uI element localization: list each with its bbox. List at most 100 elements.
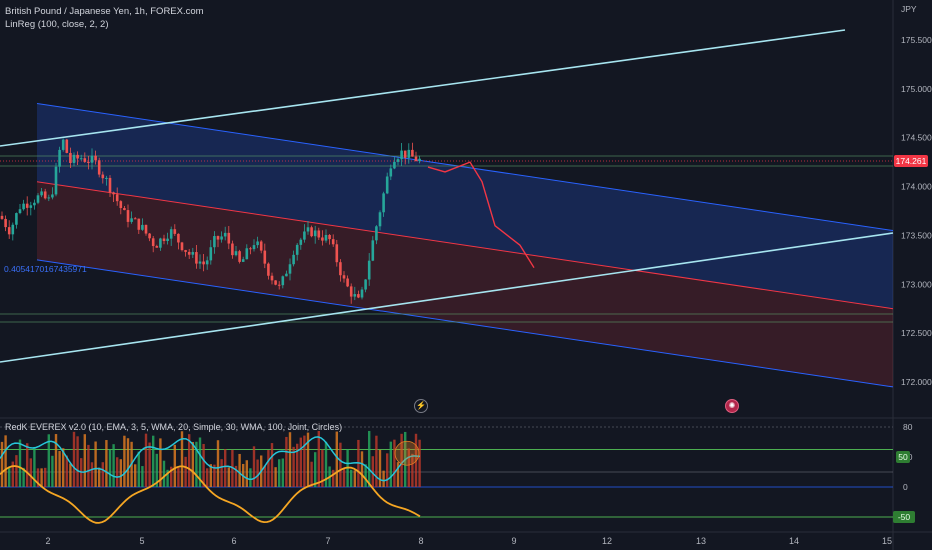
candle-body	[180, 242, 184, 251]
time-tick-label: 8	[418, 536, 423, 546]
candle-body	[303, 231, 306, 240]
histogram-bar	[69, 463, 72, 487]
histogram-bar	[342, 467, 346, 487]
candle-body	[65, 139, 69, 153]
histogram-bar	[162, 460, 166, 487]
candle-body	[209, 247, 213, 261]
histogram-bar	[303, 435, 306, 487]
candle-body	[195, 252, 198, 264]
channel-lower-fill	[37, 181, 893, 387]
candle-body	[105, 177, 108, 179]
candle-body	[411, 149, 414, 157]
candle-body	[393, 161, 396, 169]
candle-body	[288, 264, 292, 274]
candle-body	[364, 279, 367, 290]
histogram-bar	[101, 462, 104, 487]
histogram-bar	[321, 449, 324, 487]
level-minus50-badge: -50	[893, 511, 915, 523]
linreg-legend[interactable]: LinReg (100, close, 2, 2)	[5, 19, 109, 30]
candle-body	[339, 262, 342, 276]
histogram-bar	[4, 435, 7, 487]
candle-body	[245, 248, 249, 260]
candle-body	[33, 202, 36, 206]
candle-body	[299, 239, 303, 245]
histogram-bar	[83, 434, 86, 487]
histogram-bar	[299, 437, 302, 487]
candle-body	[123, 208, 126, 211]
candle-body	[267, 263, 270, 276]
candle-body	[213, 236, 216, 248]
oscillator-fast-line	[0, 436, 421, 482]
candle-body	[137, 218, 141, 230]
candle-body	[202, 261, 205, 265]
candle-body	[94, 155, 97, 161]
histogram-bar	[335, 431, 338, 487]
histogram-bar	[112, 444, 115, 487]
histogram-bar	[62, 448, 65, 487]
oscillator-legend[interactable]: RedK EVEREX v2.0 (10, EMA, 3, 5, WMA, 20…	[5, 422, 343, 432]
candle-body	[216, 236, 220, 240]
candle-body	[159, 238, 162, 248]
lightning-icon[interactable]: ⚡	[414, 399, 428, 413]
symbol-legend[interactable]: British Pound / Japanese Yen, 1h, FOREX.…	[5, 6, 204, 17]
price-tick-label: 173.500	[901, 230, 932, 240]
histogram-bar	[209, 464, 212, 487]
candle-body	[342, 275, 346, 279]
time-tick-label: 7	[325, 536, 330, 546]
histogram-bar	[216, 440, 220, 487]
histogram-bar	[36, 468, 40, 487]
candle-body	[281, 276, 285, 286]
histogram-bar	[393, 439, 396, 487]
histogram-bar	[191, 442, 194, 487]
candle-body	[295, 244, 299, 255]
candle-body	[353, 294, 357, 297]
histogram-bar	[382, 470, 385, 487]
histogram-bar	[252, 446, 256, 487]
candle-body	[15, 213, 18, 225]
histogram-bar	[411, 453, 414, 487]
candle-body	[155, 246, 159, 248]
histogram-bar	[414, 433, 418, 487]
histogram-bar	[76, 436, 79, 487]
candle-body	[313, 230, 317, 237]
histogram-bar	[285, 436, 288, 487]
candle-body	[76, 154, 79, 159]
candle-body	[40, 191, 43, 196]
candle-body	[306, 227, 310, 232]
candle-body	[54, 166, 58, 195]
candle-body	[252, 245, 256, 250]
histogram-bar	[108, 449, 112, 487]
candle-body	[259, 241, 263, 251]
signal-circle	[394, 440, 420, 466]
candle-body	[79, 158, 83, 160]
candle-body	[22, 203, 25, 210]
lower-trendline	[0, 232, 894, 363]
price-tick-label: 174.000	[901, 182, 932, 192]
candle-body	[328, 234, 331, 240]
histogram-bar	[234, 465, 238, 487]
candle-body	[220, 236, 223, 240]
channel-upper-fill	[37, 103, 893, 309]
candle-body	[310, 227, 313, 237]
candle-body	[227, 232, 231, 244]
candle-body	[371, 240, 375, 261]
histogram-bar	[8, 467, 11, 487]
candle-body	[119, 201, 123, 209]
time-tick-label: 6	[231, 536, 236, 546]
time-tick-label: 12	[602, 536, 612, 546]
candle-body	[87, 161, 90, 163]
candle-body	[367, 260, 371, 280]
candle-body	[407, 149, 411, 158]
event-flag-icon[interactable]: ✺	[725, 399, 739, 413]
indicator-tick-label: 80	[903, 422, 913, 432]
oscillator-slow-line	[0, 465, 421, 524]
candle-body	[169, 229, 173, 239]
histogram-bar	[148, 442, 151, 487]
candle-body	[162, 238, 166, 242]
candle-body	[115, 194, 119, 202]
histogram-bar	[144, 433, 148, 487]
candle-body	[285, 273, 288, 277]
price-tick-label: 172.500	[901, 328, 932, 338]
